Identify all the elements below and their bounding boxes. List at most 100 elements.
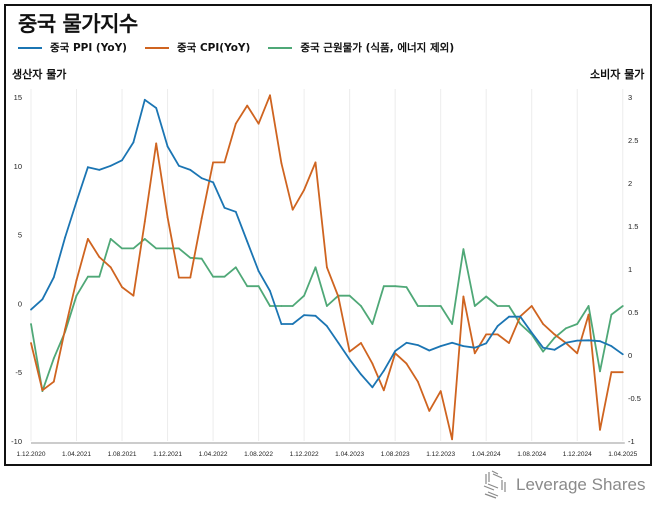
legend-label-cpi: 중국 CPI(YoY) xyxy=(176,42,251,54)
ppi-point xyxy=(314,314,317,317)
core-cpi-point xyxy=(599,370,601,373)
core-cpi-point xyxy=(75,294,78,297)
chart-frame xyxy=(4,4,652,466)
cpi-point xyxy=(30,342,32,344)
ppi-point xyxy=(599,340,601,343)
core-cpi-point xyxy=(462,248,465,251)
core-cpi-point xyxy=(189,256,192,259)
ppi-point xyxy=(109,164,112,167)
legend-label-ppi: 중국 PPI (YoY) xyxy=(50,42,127,54)
leverage-shares-logo-icon xyxy=(483,470,506,499)
x-tick-label: 1.04.2021 xyxy=(62,451,91,458)
core-cpi-point xyxy=(303,294,305,297)
core-cpi-point xyxy=(87,275,89,278)
cpi-point xyxy=(109,266,112,269)
core-cpi-point xyxy=(98,275,101,278)
x-tick-label: 1.12.2022 xyxy=(290,451,319,458)
ppi-point xyxy=(223,206,226,209)
ppi-point xyxy=(269,290,271,292)
core-cpi-point xyxy=(132,247,135,250)
ppi-point xyxy=(280,323,283,325)
core-cpi-point xyxy=(178,247,180,250)
x-tick-label: 1.12.2023 xyxy=(426,451,455,458)
core-cpi-point xyxy=(143,238,146,240)
core-cpi-point xyxy=(121,247,123,250)
cpi-point xyxy=(291,208,294,211)
ppi-point xyxy=(41,298,44,301)
ppi-point xyxy=(451,341,453,344)
legend-swatch-cpi xyxy=(144,46,169,49)
cpi-point xyxy=(587,313,590,316)
cpi-point xyxy=(530,305,533,307)
cpi-point xyxy=(337,295,340,298)
ppi-point xyxy=(542,346,544,349)
core-cpi-point xyxy=(212,275,215,278)
ppi-point xyxy=(519,315,522,318)
ppi-point xyxy=(155,107,158,109)
cpi-point xyxy=(234,122,237,125)
ppi-point xyxy=(621,353,624,356)
legend: 중국 PPI (YoY) 중국 CPI(YoY) 중국 근원물가 (식품, 에너… xyxy=(18,40,454,55)
left-axis-title: 생산자 물가 xyxy=(12,68,67,81)
core-cpi-point xyxy=(553,336,556,339)
core-cpi-point xyxy=(473,305,476,307)
core-cpi-point xyxy=(234,266,237,269)
cpi-point xyxy=(257,122,260,125)
cpi-point xyxy=(542,323,544,325)
right-y-tick-label: 3 xyxy=(628,93,632,102)
left-y-tick-label: 0 xyxy=(18,299,22,308)
ppi-point xyxy=(234,210,237,213)
core-cpi-point xyxy=(269,305,271,307)
right-y-tick-label: 0 xyxy=(628,351,632,360)
x-tick-label: 1.08.2023 xyxy=(381,451,410,458)
ppi-point xyxy=(530,331,533,334)
ppi-point xyxy=(30,308,32,311)
right-y-tick-label: 1 xyxy=(628,265,632,274)
core-cpi-point xyxy=(280,305,283,307)
ppi-point xyxy=(246,240,249,243)
cpi-point xyxy=(462,295,465,298)
ppi-point xyxy=(87,166,89,169)
chart-title: 중국 물가지수 xyxy=(18,12,138,36)
ppi-point xyxy=(98,169,101,171)
core-cpi-point xyxy=(542,350,544,353)
ppi-point xyxy=(565,341,567,344)
cpi-point xyxy=(439,390,442,392)
ppi-point xyxy=(64,236,66,239)
ppi-point xyxy=(587,339,590,342)
core-cpi-point xyxy=(314,266,317,269)
ppi-point xyxy=(189,169,192,171)
cpi-point xyxy=(75,279,78,282)
left-y-tick-label: -10 xyxy=(11,437,22,446)
cpi-point xyxy=(143,220,146,223)
core-cpi-point xyxy=(587,305,590,307)
x-tick-label: 1.08.2021 xyxy=(108,451,137,458)
core-cpi-point xyxy=(439,305,442,307)
core-cpi-point xyxy=(166,247,169,250)
cpi-point xyxy=(314,161,317,164)
core-cpi-point xyxy=(519,323,522,325)
core-cpi-point xyxy=(109,238,112,240)
ppi-point xyxy=(75,200,78,203)
core-cpi-point xyxy=(405,286,408,288)
cpi-point xyxy=(64,328,66,331)
ppi-point xyxy=(326,325,328,327)
cpi-point xyxy=(178,276,180,279)
ppi-point xyxy=(132,141,135,144)
legend-item-cpi: 중국 CPI(YoY) xyxy=(144,40,251,55)
ppi-point xyxy=(121,159,123,162)
cpi-point xyxy=(496,333,499,336)
legend-swatch-ppi xyxy=(18,46,42,49)
ppi-point xyxy=(166,145,169,148)
cpi-point xyxy=(553,333,556,336)
ppi-point xyxy=(496,325,499,327)
cpi-point xyxy=(621,371,624,374)
core-cpi-point xyxy=(576,323,579,325)
ppi-line xyxy=(30,98,624,389)
ppi-point xyxy=(610,345,613,347)
cpi-point xyxy=(269,94,271,97)
cpi-point xyxy=(246,104,249,107)
ppi-point xyxy=(371,386,374,389)
ppi-point xyxy=(405,341,408,344)
